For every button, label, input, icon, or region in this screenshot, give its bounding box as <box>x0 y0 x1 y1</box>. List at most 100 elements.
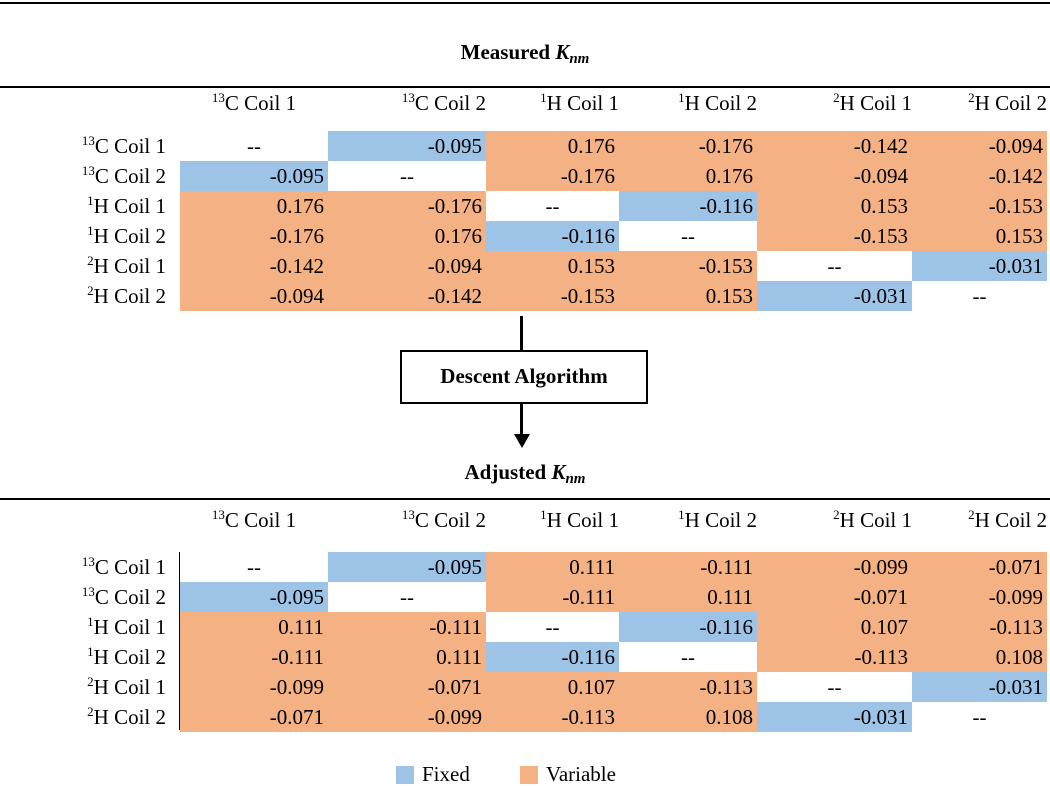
diagonal-cell: -- <box>545 614 560 639</box>
column-header-label: H Coil 2 <box>974 507 1047 532</box>
column-header: 1H Coil 2 <box>619 505 757 535</box>
fixed-cell: -0.116 <box>486 642 619 672</box>
fixed-cell: -0.095 <box>328 552 486 582</box>
diagonal-cell: -- <box>400 584 414 609</box>
fixed-cell: -0.095 <box>328 131 486 161</box>
variable-cell: -0.142 <box>328 281 486 311</box>
adjusted-rule <box>0 498 1050 500</box>
fixed-cell: -0.031 <box>912 251 1047 281</box>
row-header: 2H Coil 1 <box>0 251 180 281</box>
variable-cell: 0.108 <box>912 642 1047 672</box>
row-header-label: H Coil 1 <box>93 193 166 218</box>
row-header-label: H Coil 1 <box>93 614 166 639</box>
isotope-superscript: 2 <box>87 252 94 268</box>
table-row: 13C Coil 1 -- -0.095 0.176 -0.176 -0.142 -0.09… <box>0 131 1047 161</box>
connector-line-bottom <box>520 402 523 434</box>
table-row: 13C Coil 1 -- -0.095 0.111 -0.111 -0.099 -0.07… <box>0 552 1047 582</box>
row-header-label: H Coil 2 <box>93 704 166 729</box>
variable-cell: -0.153 <box>757 221 912 251</box>
variable-cell: -0.153 <box>486 281 619 311</box>
row-header: 2H Coil 1 <box>0 672 180 702</box>
row-header-label: H Coil 1 <box>93 674 166 699</box>
variable-cell: 0.176 <box>486 131 619 161</box>
table-row: 1H Coil 1 0.111 -0.111 -- -0.116 0.107 -0.113 <box>0 612 1047 642</box>
row-header: 13C Coil 2 <box>0 161 180 191</box>
fixed-cell: -0.031 <box>757 281 912 311</box>
isotope-superscript: 1 <box>87 192 94 208</box>
variable-cell: 0.111 <box>328 642 486 672</box>
diagonal-cell: -- <box>545 193 560 218</box>
row-header: 1H Coil 2 <box>0 642 180 672</box>
isotope-superscript: 13 <box>81 162 95 178</box>
table-row: 13C Coil 2 -0.095 -- -0.176 0.176 -0.094 -0.14… <box>0 161 1047 191</box>
diagonal-cell: -- <box>400 163 414 188</box>
isotope-superscript: 2 <box>833 89 840 105</box>
column-header-label: H Coil 1 <box>839 507 912 532</box>
diagonal-cell: -- <box>827 674 842 699</box>
row-header: 13C Coil 2 <box>0 582 180 612</box>
isotope-superscript: 13 <box>81 132 95 148</box>
isotope-superscript: 2 <box>87 703 94 719</box>
variable-cell: -0.111 <box>328 612 486 642</box>
measured-rule <box>0 86 1050 88</box>
diagonal-cell: -- <box>681 644 695 669</box>
measured-matrix: 13C Coil 1 13C Coil 2 1H Coil 1 1H Coil 2 2H… <box>0 88 1050 311</box>
fixed-cell: -0.031 <box>757 702 912 732</box>
table-row: 2H Coil 2 -0.071 -0.099 -0.113 0.108 -0.031 -- <box>0 702 1047 732</box>
row-header: 1H Coil 1 <box>0 612 180 642</box>
variable-cell: -0.111 <box>486 582 619 612</box>
column-header: 1H Coil 1 <box>486 505 619 535</box>
isotope-superscript: 13 <box>401 506 415 522</box>
column-header: 1H Coil 1 <box>486 88 619 118</box>
variable-cell: -0.176 <box>486 161 619 191</box>
fixed-cell: -0.095 <box>180 161 328 191</box>
row-header-label: H Coil 1 <box>93 253 166 278</box>
isotope-superscript: 2 <box>968 89 975 105</box>
isotope-superscript: 13 <box>211 506 225 522</box>
corner-cell <box>0 88 180 118</box>
table-row: 2H Coil 1 -0.142 -0.094 0.153 -0.153 -- -0.031 <box>0 251 1047 281</box>
row-header-label: H Coil 2 <box>93 223 166 248</box>
table-row: 13C Coil 2 -0.095 -- -0.111 0.111 -0.071 -0.09… <box>0 582 1047 612</box>
variable-cell: 0.108 <box>619 702 757 732</box>
fixed-cell: -0.031 <box>912 672 1047 702</box>
variable-cell: 0.111 <box>486 552 619 582</box>
measured-table: 13C Coil 1 13C Coil 2 1H Coil 1 1H Coil 2 2H… <box>0 88 1047 311</box>
isotope-superscript: 2 <box>833 506 840 522</box>
isotope-superscript: 1 <box>678 506 685 522</box>
variable-cell: 0.111 <box>180 612 328 642</box>
descent-algorithm-box: Descent Algorithm <box>400 350 648 404</box>
header-row: 13C Coil 1 13C Coil 2 1H Coil 1 1H Coil 2 2H… <box>0 88 1047 118</box>
variable-cell: 0.153 <box>757 191 912 221</box>
diagonal-cell: -- <box>972 704 987 729</box>
isotope-superscript: 1 <box>540 89 547 105</box>
row-header: 2H Coil 2 <box>0 281 180 311</box>
column-header: 2H Coil 2 <box>912 505 1047 535</box>
legend-fixed-swatch <box>396 766 414 784</box>
legend-fixed-label: Fixed <box>422 762 470 786</box>
row-header: 2H Coil 2 <box>0 702 180 732</box>
isotope-superscript: 13 <box>81 553 95 569</box>
column-header-label: C Coil 2 <box>414 507 486 532</box>
adjusted-table: 13C Coil 1 13C Coil 2 1H Coil 1 1H Coil 2 2H… <box>0 505 1047 732</box>
variable-cell: -0.111 <box>180 642 328 672</box>
variable-cell: -0.071 <box>757 582 912 612</box>
variable-cell: -0.142 <box>757 131 912 161</box>
variable-cell: -0.111 <box>619 552 757 582</box>
variable-cell: 0.111 <box>619 582 757 612</box>
adjusted-matrix: 13C Coil 1 13C Coil 2 1H Coil 1 1H Coil 2 2H… <box>0 505 1050 732</box>
column-header: 13C Coil 1 <box>180 505 328 535</box>
variable-cell: -0.094 <box>328 251 486 281</box>
diagonal-cell: -- <box>972 283 987 308</box>
measured-title: Measured Knm <box>460 40 590 67</box>
table-row: 1H Coil 2 -0.111 0.111 -0.116 -- -0.113 0.108 <box>0 642 1047 672</box>
column-header-label: C Coil 1 <box>224 507 297 532</box>
variable-cell: 0.107 <box>486 672 619 702</box>
isotope-superscript: 13 <box>401 89 415 105</box>
row-header: 1H Coil 1 <box>0 191 180 221</box>
variable-cell: -0.113 <box>486 702 619 732</box>
variable-cell: -0.071 <box>328 672 486 702</box>
variable-cell: -0.176 <box>180 221 328 251</box>
fixed-cell: -0.116 <box>619 612 757 642</box>
variable-cell: -0.113 <box>912 612 1047 642</box>
